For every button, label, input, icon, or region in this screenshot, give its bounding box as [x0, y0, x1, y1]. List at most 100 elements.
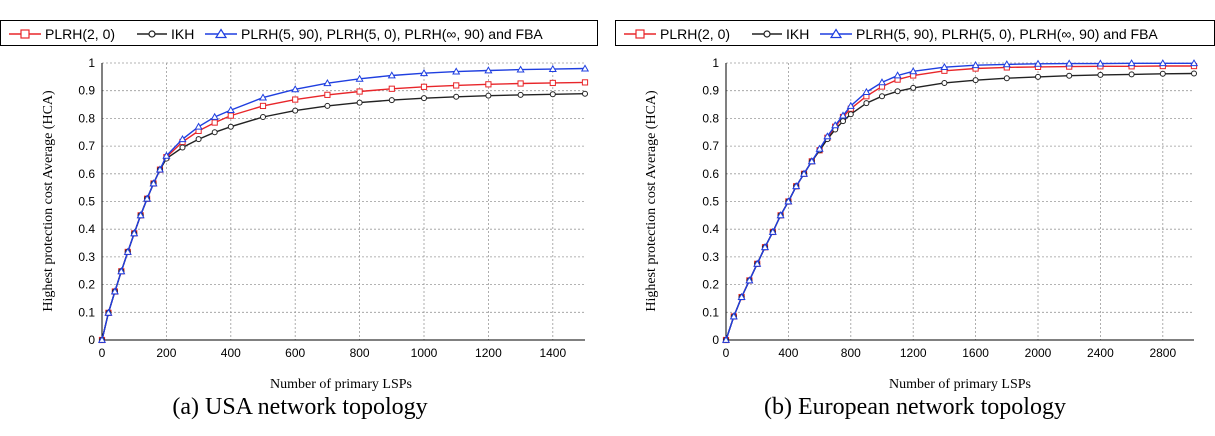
series-line: [101, 93, 586, 341]
x-tick-label: 0: [723, 346, 730, 360]
x-tick-label: 200: [156, 346, 176, 360]
data-point: [104, 308, 113, 316]
series-line: [101, 67, 586, 341]
legend: PLRH(2, 0) IKH PLRH(5, 90), PLRH(5, 0), …: [615, 20, 1215, 46]
data-point: [799, 169, 809, 177]
x-tick-label: 400: [778, 346, 798, 360]
data-point: [776, 211, 785, 219]
legend-label: PLRH(2, 0): [660, 26, 730, 42]
data-point: [807, 157, 816, 165]
data-point: [768, 227, 777, 235]
y-tick-label: 0.5: [702, 195, 719, 209]
data-point: [420, 83, 428, 90]
plot-content: 0 0.1 0.2 0.3 0.4 0.5 0.6 0.7 0.8 0.9 1 0 400 800 1200…: [702, 56, 1199, 360]
legend-entry-ikh: IKH: [752, 26, 809, 42]
data-point: [453, 93, 460, 100]
legend-svg: PLRH(2, 0) IKH PLRH(5, 90), PLRH(5, 0), …: [624, 26, 1158, 42]
x-tick-label: 800: [350, 346, 370, 360]
x-tick-label: 800: [841, 346, 861, 360]
data-point: [1096, 59, 1105, 67]
y-tick-label: 0.7: [78, 139, 95, 153]
x-tick-label: 1000: [411, 346, 438, 360]
data-point: [784, 197, 793, 205]
y-tick-label: 0.4: [78, 222, 95, 236]
data-point: [1003, 75, 1010, 82]
legend-entry-plrh-2-0: PLRH(2, 0): [9, 26, 115, 42]
data-point: [143, 194, 152, 202]
data-point: [517, 80, 524, 87]
data-point: [745, 276, 754, 284]
data-point: [123, 247, 132, 255]
plot-svg: Highest protection cost Average (HCA) Nu…: [644, 56, 1199, 392]
data-point: [1002, 60, 1011, 68]
legend-entry-plrh-2-0: PLRH(2, 0): [624, 26, 730, 42]
data-point: [941, 79, 948, 86]
caption: (b) European network topology: [764, 394, 1066, 420]
data-point: [582, 90, 588, 97]
data-point: [210, 112, 219, 120]
data-point: [292, 96, 299, 103]
data-point: [388, 85, 395, 92]
x-tick-label: 1200: [475, 346, 502, 360]
x-tick-label: 400: [221, 346, 241, 360]
y-tick-label: 0.1: [78, 305, 95, 319]
data-point: [324, 102, 331, 109]
data-point: [548, 64, 557, 72]
data-point: [136, 211, 145, 219]
data-point: [971, 61, 980, 69]
data-point: [893, 71, 902, 79]
x-tick-label: 2000: [1025, 346, 1052, 360]
legend-entry-plrh-5-90-group: PLRH(5, 90), PLRH(5, 0), PLRH(∞, 90) and…: [205, 26, 543, 42]
x-tick-label: 2800: [1149, 346, 1176, 360]
y-tick-label: 1: [712, 56, 719, 70]
data-point: [1065, 59, 1074, 67]
data-point: [130, 229, 139, 237]
y-tick-label: 0.3: [702, 250, 719, 264]
data-point: [419, 69, 429, 77]
legend-label: PLRH(5, 90), PLRH(5, 0), PLRH(∞, 90) and…: [241, 26, 543, 42]
legend-entry-plrh-5-90-group: PLRH(5, 90), PLRH(5, 0), PLRH(∞, 90) and…: [820, 26, 1158, 42]
data-point: [1159, 70, 1166, 77]
y-tick-label: 0.6: [78, 167, 95, 181]
data-point: [484, 66, 493, 74]
y-tick-label: 0.8: [702, 111, 719, 125]
legend-entry-ikh: IKH: [137, 26, 194, 42]
data-point: [940, 62, 949, 71]
y-axis-title: Highest protection cost Average (HCA): [644, 90, 659, 312]
chart-panel-european: PLRH(2, 0) IKH PLRH(5, 90), PLRH(5, 0), …: [615, 0, 1215, 436]
data-point: [894, 88, 901, 95]
legend-label: IKH: [171, 26, 194, 42]
y-tick-label: 0.4: [702, 222, 719, 236]
x-tick-label: 1600: [962, 346, 989, 360]
data-point: [179, 144, 186, 151]
plot-content: 0 0.1 0.2 0.3 0.4 0.5 0.6 0.7 0.8 0.9 1 0 200 400 600 8…: [78, 56, 590, 360]
x-axis-title: Number of primary LSPs: [889, 377, 1031, 392]
y-tick-label: 0.9: [702, 84, 719, 98]
legend-label: IKH: [786, 26, 809, 42]
data-point: [846, 101, 855, 109]
data-point: [831, 121, 840, 129]
data-point: [1127, 59, 1136, 67]
x-tick-label: 600: [285, 346, 305, 360]
data-point: [421, 95, 427, 102]
data-point: [226, 105, 235, 113]
y-tick-label: 0.2: [702, 278, 719, 292]
y-tick-label: 0.2: [78, 278, 95, 292]
data-point: [324, 91, 331, 98]
y-tick-label: 0.1: [702, 305, 719, 319]
data-point: [387, 71, 396, 79]
data-point: [1128, 71, 1135, 78]
series-line: [101, 81, 586, 341]
y-tick-label: 1: [88, 56, 95, 70]
data-point: [195, 136, 202, 143]
data-point: [1158, 59, 1167, 67]
data-point: [258, 93, 268, 101]
data-point: [260, 114, 266, 121]
data-point: [972, 77, 979, 84]
data-point: [879, 93, 885, 100]
x-tick-label: 2400: [1087, 346, 1114, 360]
data-point: [737, 292, 746, 300]
data-point: [149, 179, 158, 187]
data-point: [194, 122, 203, 130]
data-point: [581, 79, 589, 86]
